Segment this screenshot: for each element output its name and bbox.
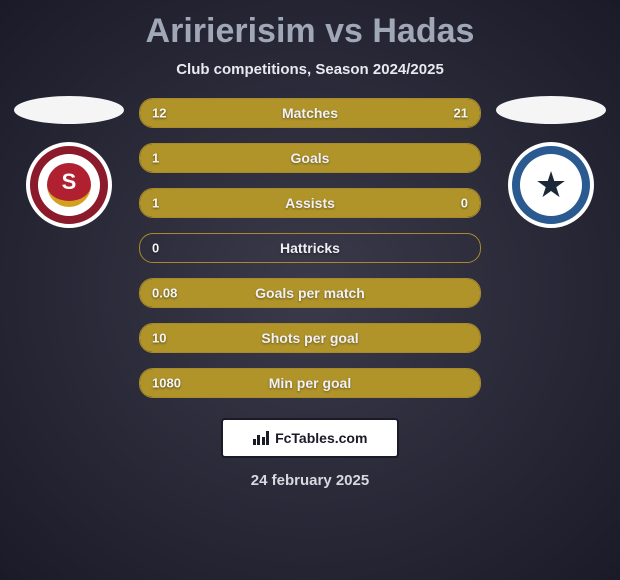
left-flag bbox=[14, 96, 124, 124]
chart-icon bbox=[253, 431, 270, 445]
stat-bars: Matches1221Goals1Assists10Hattricks0Goal… bbox=[139, 98, 481, 398]
stat-bar: Min per goal 1080 bbox=[139, 368, 481, 398]
subtitle: Club competitions, Season 2024/2025 bbox=[0, 61, 620, 78]
bar-label: Goals bbox=[291, 150, 330, 166]
bar-value-right: 21 bbox=[442, 106, 480, 121]
footer-date: 24 february 2025 bbox=[0, 472, 620, 489]
bar-value-left: 1 bbox=[140, 151, 171, 166]
bar-value-left: 1 bbox=[140, 196, 171, 211]
right-flag bbox=[496, 96, 606, 124]
stat-bar: Hattricks 0 bbox=[139, 233, 481, 263]
bar-value-left: 10 bbox=[140, 331, 178, 346]
bar-fill-left bbox=[140, 189, 405, 217]
bar-value-left: 12 bbox=[140, 106, 178, 121]
footer-badge[interactable]: FcTables.com bbox=[221, 418, 399, 458]
bar-label: Hattricks bbox=[280, 240, 340, 256]
left-crest-letter: S bbox=[47, 163, 91, 207]
bar-value-left: 1080 bbox=[140, 376, 193, 391]
right-crest-inner: ★ bbox=[520, 154, 582, 216]
bar-value-left: 0 bbox=[140, 241, 171, 256]
bar-label: Shots per goal bbox=[261, 330, 358, 346]
stat-bar: Goals per match 0.08 bbox=[139, 278, 481, 308]
right-crest: ★ bbox=[508, 142, 594, 228]
left-crest: S bbox=[26, 142, 112, 228]
player2-name: Hadas bbox=[372, 12, 474, 50]
bar-label: Goals per match bbox=[255, 285, 365, 301]
bar-value-left: 0.08 bbox=[140, 286, 189, 301]
footer-badge-text: FcTables.com bbox=[275, 430, 367, 446]
vs-text: vs bbox=[325, 12, 363, 50]
bar-label: Min per goal bbox=[269, 375, 351, 391]
bar-value-right: 0 bbox=[449, 196, 480, 211]
left-side: S bbox=[9, 96, 129, 228]
stat-bar: Assists 1 0 bbox=[139, 188, 481, 218]
stat-bar: Matches 12 21 bbox=[139, 98, 481, 128]
stat-bar: Goals 1 bbox=[139, 143, 481, 173]
left-crest-inner: S bbox=[38, 154, 100, 216]
right-side: ★ bbox=[491, 96, 611, 228]
page-title: Aririerisim vs Hadas bbox=[0, 12, 620, 51]
bar-label: Assists bbox=[285, 195, 335, 211]
stat-bar: Shots per goal 10 bbox=[139, 323, 481, 353]
main-row: S Matches1221Goals1Assists10Hattricks0Go… bbox=[0, 96, 620, 398]
player1-name: Aririerisim bbox=[146, 12, 316, 50]
right-crest-star: ★ bbox=[535, 164, 567, 206]
bar-label: Matches bbox=[282, 105, 338, 121]
